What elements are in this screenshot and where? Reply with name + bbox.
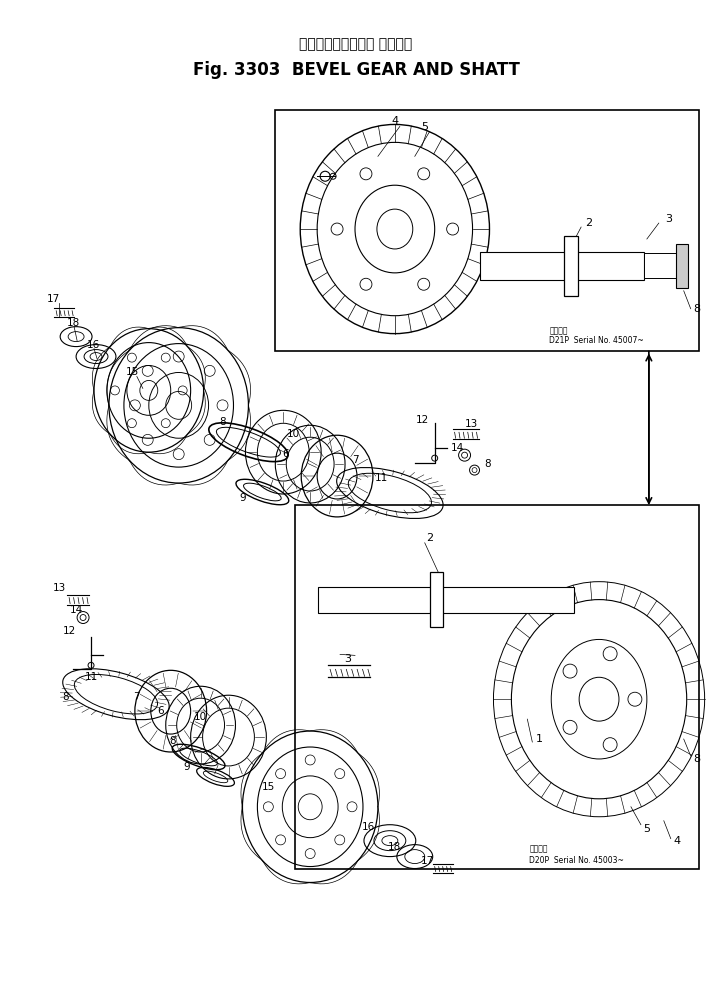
Text: 適用車轆: 適用車轆 bbox=[549, 326, 568, 336]
Text: 3: 3 bbox=[665, 214, 672, 224]
Text: 16: 16 bbox=[361, 822, 374, 832]
Text: 適用車轆: 適用車轆 bbox=[529, 844, 548, 853]
Text: 14: 14 bbox=[451, 444, 464, 453]
Text: 4: 4 bbox=[391, 117, 399, 127]
Text: 9: 9 bbox=[183, 762, 190, 772]
Text: D20P  Serial No. 45003~: D20P Serial No. 45003~ bbox=[529, 856, 624, 865]
Text: 7: 7 bbox=[133, 692, 140, 702]
Polygon shape bbox=[318, 587, 574, 613]
Text: 8: 8 bbox=[62, 692, 68, 702]
Circle shape bbox=[320, 171, 330, 181]
Text: 9: 9 bbox=[239, 493, 246, 503]
Polygon shape bbox=[480, 251, 644, 280]
Text: 11: 11 bbox=[84, 672, 98, 682]
Text: 10: 10 bbox=[287, 430, 299, 440]
Text: 11: 11 bbox=[375, 473, 389, 483]
Text: 17: 17 bbox=[421, 855, 434, 865]
Polygon shape bbox=[676, 244, 688, 288]
Text: 4: 4 bbox=[673, 836, 680, 845]
Text: 8: 8 bbox=[693, 754, 700, 764]
Text: 17: 17 bbox=[46, 294, 60, 304]
Polygon shape bbox=[564, 236, 578, 296]
Text: 15: 15 bbox=[262, 782, 275, 792]
Text: Fig. 3303  BEVEL GEAR AND SHATT: Fig. 3303 BEVEL GEAR AND SHATT bbox=[193, 60, 520, 78]
Text: D21P  Serial No. 45007~: D21P Serial No. 45007~ bbox=[549, 336, 644, 346]
Text: 12: 12 bbox=[416, 415, 429, 426]
Text: ベベルギヤーおよび シャフト: ベベルギヤーおよび シャフト bbox=[299, 37, 413, 50]
Text: 3: 3 bbox=[344, 654, 352, 664]
Polygon shape bbox=[430, 571, 443, 628]
Text: 8: 8 bbox=[484, 459, 491, 469]
Text: 13: 13 bbox=[465, 420, 478, 430]
Text: 16: 16 bbox=[86, 340, 100, 349]
Text: 5: 5 bbox=[643, 824, 650, 834]
Text: 15: 15 bbox=[126, 367, 140, 377]
Text: 2: 2 bbox=[426, 533, 434, 543]
Text: 13: 13 bbox=[53, 583, 66, 593]
Polygon shape bbox=[644, 253, 684, 278]
Text: 2: 2 bbox=[585, 218, 593, 228]
Text: 5: 5 bbox=[421, 123, 429, 133]
Text: 8: 8 bbox=[693, 304, 700, 314]
Text: 12: 12 bbox=[63, 627, 76, 637]
Text: 10: 10 bbox=[194, 712, 207, 722]
Text: 14: 14 bbox=[69, 605, 83, 615]
Text: 6: 6 bbox=[158, 706, 164, 716]
Text: 8: 8 bbox=[170, 736, 176, 746]
Text: 18: 18 bbox=[388, 842, 401, 851]
Text: 8: 8 bbox=[219, 417, 226, 428]
Text: 18: 18 bbox=[66, 318, 80, 328]
Text: 6: 6 bbox=[282, 449, 289, 459]
Text: 7: 7 bbox=[352, 455, 359, 465]
Text: 1: 1 bbox=[535, 734, 543, 744]
